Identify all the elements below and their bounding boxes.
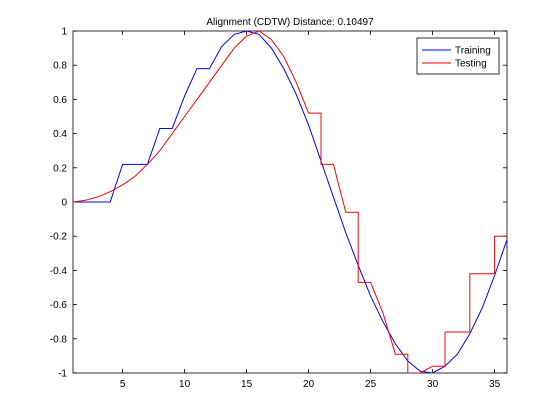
x-tick-label: 15 <box>241 379 253 390</box>
x-tick-label: 20 <box>303 379 315 390</box>
y-tick-label: -0.2 <box>50 232 68 243</box>
legend-label-training: Training <box>455 46 491 57</box>
x-tick-label: 10 <box>179 379 191 390</box>
legend: Training Testing <box>416 37 500 75</box>
plot-area: 5 10 15 20 25 30 35 -1 -0.8 -0.6 -0.4 -0.2 0 0.2 0.4 0.… <box>50 27 508 390</box>
chart-title: Alignment (CDTW) Distance: 0.10497 <box>206 17 374 28</box>
series-line-testing <box>73 31 507 373</box>
y-tick-label: 1 <box>61 27 67 38</box>
legend-label-testing: Testing <box>455 59 487 70</box>
axes-box <box>72 30 508 374</box>
x-tick-label: 35 <box>489 379 501 390</box>
series-line-training <box>73 31 507 373</box>
y-tick-label: 0.8 <box>53 61 67 72</box>
y-tick-label: -1 <box>58 369 67 380</box>
y-tick-label: 0.6 <box>53 95 67 106</box>
y-tick-label: -0.8 <box>50 334 68 345</box>
y-tick-label: -0.4 <box>50 266 68 277</box>
x-tick-label: 5 <box>120 379 126 390</box>
x-tick-label: 30 <box>427 379 439 390</box>
y-tick-label: -0.6 <box>50 300 68 311</box>
y-tick-label: 0.2 <box>53 163 67 174</box>
x-tick-label: 25 <box>365 379 377 390</box>
y-tick-label: 0.4 <box>53 129 67 140</box>
y-tick-label: 0 <box>61 198 67 209</box>
legend-box <box>416 37 500 75</box>
